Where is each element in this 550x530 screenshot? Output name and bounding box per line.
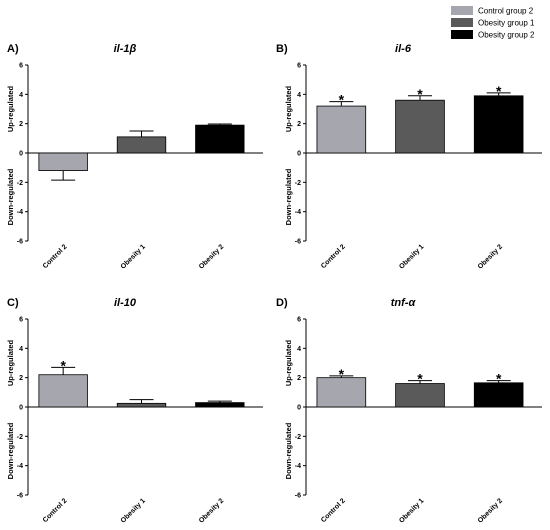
panel-label: D) [276,297,288,309]
y-tick-label: 6 [297,317,301,324]
y-tick-label: 6 [297,63,301,70]
ylabel-up: Up-regulated [6,85,15,132]
bar [395,383,445,408]
ylabel-up: Up-regulated [284,85,293,132]
y-tick-label: 6 [19,63,23,70]
ylabel-down: Down-regulated [284,168,293,225]
ylabel-down: Down-regulated [6,168,15,225]
y-tick-label: 4 [297,346,301,353]
y-tick-label: -2 [17,434,23,441]
bar [38,374,88,408]
x-category-label: Obesity 2 [198,243,225,270]
x-category-label: Obesity 1 [120,243,147,270]
legend: Control group 2 Obesity group 1 Obesity gr… [451,6,535,40]
bar [195,402,245,408]
x-category-label: Obesity 2 [477,243,504,270]
legend-swatch-0 [451,6,473,15]
chart-panel-2: C) il-10 6 4 2 0 -2 -4 -6 Up-regulated Down-regula… [6,297,263,525]
y-tick-label: 2 [297,375,301,382]
x-category-label: Obesity 1 [398,497,425,524]
y-tick-label: -6 [17,239,23,246]
y-tick-label: -4 [17,209,23,216]
x-category-label: Control 2 [42,497,69,524]
bar [473,382,524,408]
bar [316,105,367,154]
y-tick-label: 4 [19,346,23,353]
chart-panels: A) il-1β 6 4 2 0 -2 -4 -6 Up-regulated Down-regula… [6,43,542,525]
y-tick-label: 0 [19,151,23,158]
panel-title: il-1β [114,43,137,55]
y-tick-label: -4 [17,463,23,470]
y-tick-label: 0 [297,405,301,412]
x-category-label: Control 2 [320,497,347,524]
significance-marker: * [339,366,345,382]
x-category-label: Control 2 [320,243,347,270]
x-category-label: Obesity 2 [198,497,225,524]
y-tick-label: 2 [297,121,301,128]
x-category-label: Obesity 1 [398,243,425,270]
chart-panel-1: B) il-6 6 4 2 0 -2 -4 -6 Up-regulated Down-regulat… [276,43,542,271]
bar [38,152,88,172]
bar [195,124,245,154]
significance-marker: * [417,86,423,102]
significance-marker: * [496,83,502,99]
bar [116,402,167,408]
y-tick-label: 2 [19,121,23,128]
y-tick-label: 6 [19,317,23,324]
significance-marker: * [496,371,502,387]
legend-label-0: Control group 2 [478,7,534,16]
ylabel-down: Down-regulated [284,422,293,479]
y-tick-label: -6 [295,239,301,246]
panel-label: C) [7,297,19,309]
y-tick-label: 0 [19,405,23,412]
bar [395,99,445,154]
legend-swatch-2 [451,30,473,39]
significance-marker: * [339,92,345,108]
y-tick-label: 2 [19,375,23,382]
y-tick-label: -4 [295,209,301,216]
y-tick-label: 0 [297,151,301,158]
panel-title: tnf-α [391,297,417,309]
bar [116,136,167,154]
ylabel-down: Down-regulated [6,422,15,479]
bar [316,377,367,408]
x-category-label: Obesity 1 [120,497,147,524]
bar [473,95,524,154]
legend-label-1: Obesity group 1 [478,19,535,28]
y-tick-label: -2 [17,180,23,187]
legend-swatch-1 [451,18,473,27]
panel-title: il-10 [114,297,137,309]
significance-marker: * [417,371,423,387]
chart-panel-0: A) il-1β 6 4 2 0 -2 -4 -6 Up-regulated Down-regula… [6,43,263,271]
significance-marker: * [60,357,66,373]
legend-label-2: Obesity group 2 [478,31,535,40]
y-tick-label: -2 [295,434,301,441]
x-category-label: Obesity 2 [477,497,504,524]
y-tick-label: -4 [295,463,301,470]
chart-panel-3: D) tnf-α 6 4 2 0 -2 -4 -6 Up-regulated Down-regula… [276,297,542,525]
panel-label: B) [276,43,288,55]
panel-label: A) [7,43,19,55]
ylabel-up: Up-regulated [284,339,293,386]
ylabel-up: Up-regulated [6,339,15,386]
y-tick-label: 4 [297,92,301,99]
y-tick-label: -2 [295,180,301,187]
panel-title: il-6 [395,43,412,55]
y-tick-label: -6 [17,493,23,500]
y-tick-label: 4 [19,92,23,99]
y-tick-label: -6 [295,493,301,500]
x-category-label: Control 2 [42,243,69,270]
